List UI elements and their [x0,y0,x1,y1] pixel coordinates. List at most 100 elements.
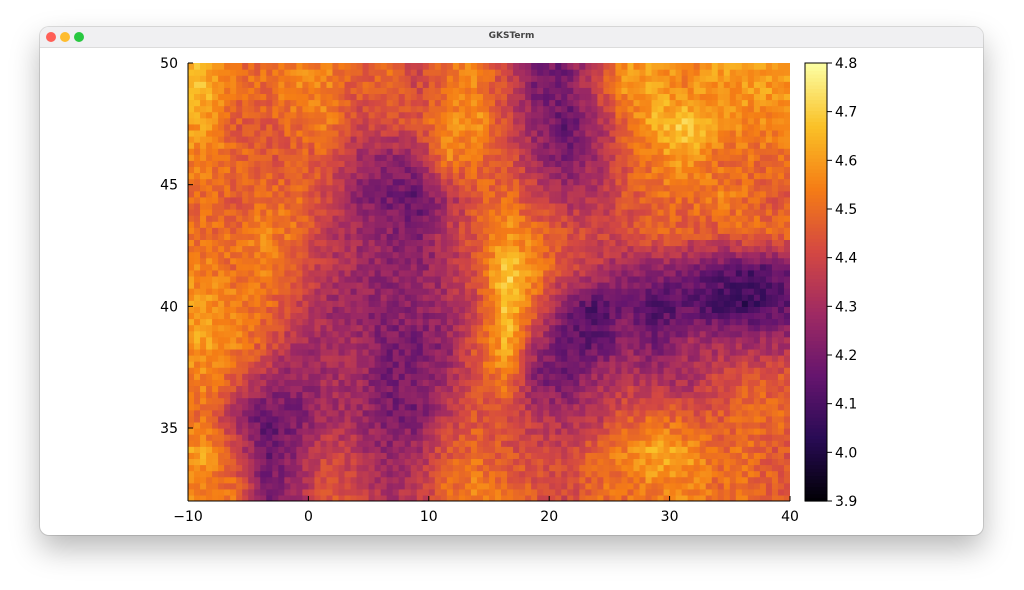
heatmap-cell [585,434,592,441]
heatmap-cell [585,245,592,253]
heatmap-cell [452,312,460,320]
heatmap-cell [476,300,484,307]
heatmap-cell [416,330,424,338]
minimize-window-button[interactable] [60,32,70,42]
heatmap-cell [224,373,231,380]
heatmap-cell [236,476,243,484]
heatmap-cell [765,275,773,283]
heatmap-cell [458,269,466,277]
heatmap-cell [476,306,484,314]
heatmap-cell [416,348,424,356]
heatmap-cell [398,300,406,307]
heatmap-cell [440,385,448,393]
heatmap-cell [783,257,790,265]
heatmap-cell [242,269,249,277]
heatmap-cell [422,361,430,368]
heatmap-cell [374,391,382,399]
heatmap-cell [272,434,279,441]
heatmap-cell [218,397,225,405]
heatmap-cell [278,196,285,204]
heatmap-cell [386,458,394,466]
heatmap-cell [206,446,213,453]
heatmap-cell [434,312,442,320]
heatmap-cell [266,482,273,490]
heatmap-cell [699,209,707,216]
heatmap-cell [507,330,514,338]
heatmap-cell [699,257,707,265]
heatmap-cell [579,312,586,320]
heatmap-cell [344,428,352,435]
heatmap-cell [272,306,279,314]
heatmap-cell [783,464,790,472]
heatmap-cell [470,470,478,478]
heatmap-cell [507,227,514,234]
heatmap-cell [723,421,731,429]
heatmap-cell [489,300,496,307]
heatmap-cell [314,269,322,277]
heatmap-cell [410,336,418,344]
heatmap-cell [681,221,689,228]
close-window-button[interactable] [46,32,56,42]
heatmap-cell [549,355,556,362]
heatmap-cell [254,221,261,228]
heatmap-cell [657,275,665,283]
heatmap-cell [314,318,322,326]
heatmap-cell [218,336,225,344]
heatmap-cell [350,221,358,228]
heatmap-cell [627,409,635,417]
heatmap-cell [717,263,725,271]
heatmap-cell [735,379,743,387]
heatmap-cell [284,446,291,453]
heatmap-cell [308,282,316,289]
zoom-window-button[interactable] [74,32,84,42]
heatmap-cell [705,391,713,399]
heatmap-cell [416,488,424,496]
heatmap-cell [464,373,472,380]
heatmap-cell [747,458,755,466]
heatmap-cell [242,348,249,356]
heatmap-cell [380,409,388,417]
heatmap-cell [278,488,285,496]
heatmap-cell [218,373,225,380]
heatmap-cell [356,385,364,393]
heatmap-cell [615,391,623,399]
heatmap-cell [639,415,647,423]
heatmap-cell [561,361,568,368]
heatmap-cell [350,361,358,368]
heatmap-cell [320,342,328,350]
heatmap-cell [224,415,231,423]
heatmap-cell [470,446,478,453]
heatmap-cell [200,391,207,399]
heatmap-cell [290,494,297,501]
heatmap-cell [501,215,508,222]
heatmap-cell [489,440,496,447]
heatmap-cell [392,403,400,411]
heatmap-cell [537,446,544,453]
heatmap-cell [537,342,544,350]
heatmap-cell [639,215,647,222]
heatmap-cell [783,482,790,490]
heatmap-cell [693,421,701,429]
heatmap-cell [657,348,665,356]
heatmap-cell [296,348,303,356]
heatmap-cell [212,342,219,350]
heatmap-cell [374,385,382,393]
heatmap-cell [513,306,520,314]
heatmap-cell [296,227,303,234]
heatmap-cell [242,428,249,435]
heatmap-cell [579,221,586,228]
heatmap-cell [218,251,225,259]
heatmap-cell [248,434,255,441]
heatmap-cell [188,251,195,259]
heatmap-cell [440,330,448,338]
heatmap-cell [489,421,496,429]
heatmap-cell [212,385,219,393]
heatmap-cell [663,403,671,411]
heatmap-cell [272,415,279,423]
heatmap-cell [248,421,255,429]
heatmap-cell [446,318,454,326]
heatmap-cell [308,476,316,484]
heatmap-cell [651,434,659,441]
heatmap-cell [428,202,436,210]
heatmap-cell [188,336,195,344]
